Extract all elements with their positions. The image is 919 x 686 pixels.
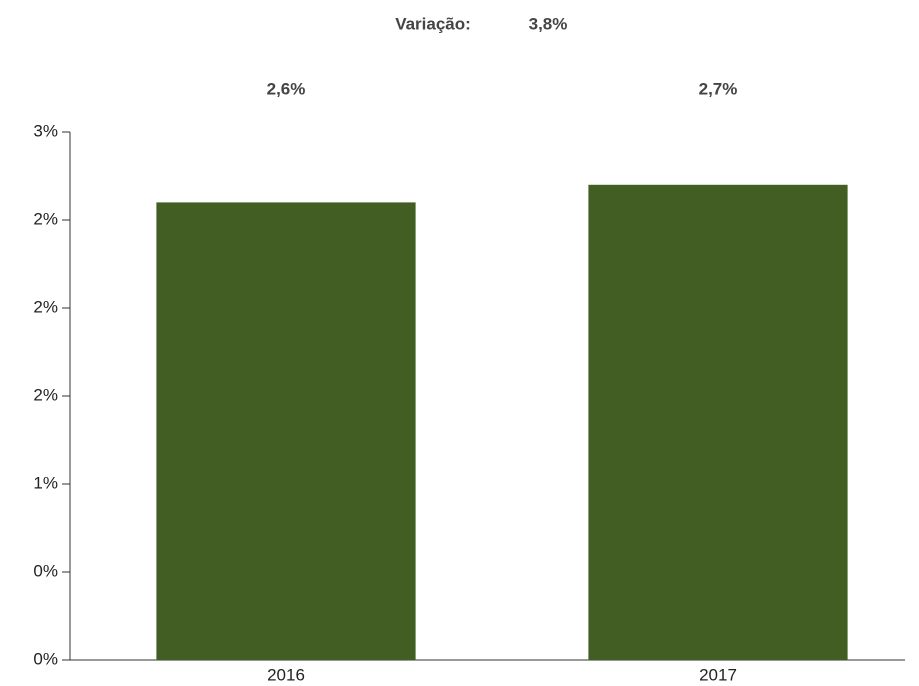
data-label: 2,7% bbox=[699, 79, 738, 98]
bar bbox=[588, 184, 848, 661]
data-label: 2,6% bbox=[267, 79, 306, 98]
bar bbox=[156, 202, 416, 660]
annotation-text: 3,8% bbox=[529, 14, 568, 33]
y-tick-label: 3% bbox=[33, 121, 58, 140]
annotation-label: Variação: bbox=[395, 14, 471, 33]
y-tick-label: 0% bbox=[33, 561, 58, 580]
y-tick-label: 2% bbox=[33, 297, 58, 316]
y-tick-label: 0% bbox=[33, 649, 58, 668]
x-tick-label: 2016 bbox=[267, 665, 305, 684]
x-tick-label: 2017 bbox=[699, 665, 737, 684]
y-tick-label: 1% bbox=[33, 473, 58, 492]
y-tick-label: 2% bbox=[33, 385, 58, 404]
y-tick-label: 2% bbox=[33, 209, 58, 228]
